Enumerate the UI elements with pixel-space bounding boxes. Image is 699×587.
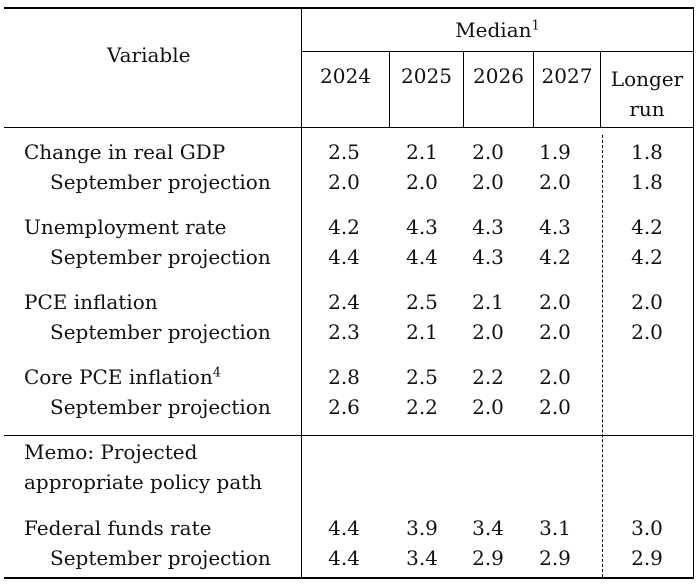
table-cell: 4.2 <box>631 245 663 269</box>
table-cell: 2.5 <box>328 140 360 164</box>
table-cell: 1.9 <box>539 140 571 164</box>
table-cell: 1.8 <box>631 140 663 164</box>
row-label: September projection <box>50 320 271 344</box>
table-cell: 2.0 <box>472 170 504 194</box>
table-cell: 2.2 <box>472 365 504 389</box>
median-underline <box>301 51 694 52</box>
table-cell: 3.4 <box>472 516 504 540</box>
table-cell: 2.5 <box>406 365 438 389</box>
row-label: PCE inflation <box>24 290 158 314</box>
right-border <box>693 7 694 579</box>
table-cell: 2.0 <box>539 365 571 389</box>
row-label-text: September projection <box>50 245 271 269</box>
table-cell: 2.0 <box>539 395 571 419</box>
header-divider-2026-2027 <box>533 51 534 127</box>
row-label: Unemployment rate <box>24 215 227 239</box>
table-cell: 2.0 <box>539 290 571 314</box>
row-label: Change in real GDP <box>24 140 225 164</box>
row-label: Federal funds rate <box>24 516 211 540</box>
table-cell: 4.3 <box>406 215 438 239</box>
row-label: Core PCE inflation4 <box>24 365 221 389</box>
table-cell: 2.4 <box>328 290 360 314</box>
row-label-text: September projection <box>50 320 271 344</box>
label-column-divider <box>301 7 302 579</box>
header-year-2025: 2025 <box>401 64 452 88</box>
table-cell: 2.0 <box>539 320 571 344</box>
table-cell: 2.9 <box>631 546 663 570</box>
header-variable: Variable <box>107 43 191 67</box>
header-year-2026: 2026 <box>473 64 524 88</box>
table-cell: 4.3 <box>539 215 571 239</box>
table-cell: 2.0 <box>472 140 504 164</box>
table-cell: 2.5 <box>406 290 438 314</box>
table-cell: 3.0 <box>631 516 663 540</box>
header-divider-2025-2026 <box>463 51 464 127</box>
header-longer-run-line2: run <box>629 97 665 121</box>
table-cell: 4.3 <box>472 245 504 269</box>
table-cell: 2.6 <box>328 395 360 419</box>
table-cell: 3.4 <box>406 546 438 570</box>
table-cell: 4.2 <box>539 245 571 269</box>
header-median-footnote: 1 <box>531 18 540 34</box>
header-longer-run: Longer run <box>601 64 693 124</box>
header-year-2024: 2024 <box>320 64 371 88</box>
row-label-text: Federal funds rate <box>24 516 212 540</box>
projections-table: Variable Median1 2024 2025 2026 2027 Lon… <box>4 7 694 579</box>
header-divider-2024-2025 <box>389 51 390 127</box>
row-label-text: September projection <box>50 546 271 570</box>
table-cell: 3.9 <box>406 516 438 540</box>
table-cell: 2.0 <box>631 320 663 344</box>
table-cell: 3.1 <box>539 516 571 540</box>
memo-label-line2: appropriate policy path <box>24 470 263 494</box>
longer-run-dashed-divider <box>602 135 603 577</box>
top-rule <box>4 7 694 9</box>
header-rule <box>4 127 694 128</box>
table-cell: 2.3 <box>328 320 360 344</box>
row-label: September projection <box>50 546 271 570</box>
table-cell: 2.1 <box>406 320 438 344</box>
table-cell: 4.4 <box>328 245 360 269</box>
table-cell: 2.0 <box>472 320 504 344</box>
table-cell: 2.8 <box>328 365 360 389</box>
table-cell: 2.0 <box>406 170 438 194</box>
row-label-text: September projection <box>50 170 271 194</box>
row-label-text: September projection <box>50 395 271 419</box>
table-cell: 4.4 <box>406 245 438 269</box>
memo-label-line1: Memo: Projected <box>24 440 198 464</box>
row-label-text: Core PCE inflation <box>24 365 213 389</box>
table-cell: 2.0 <box>539 170 571 194</box>
row-label-footnote: 4 <box>212 365 221 381</box>
table-cell: 1.8 <box>631 170 663 194</box>
bottom-rule <box>4 577 694 579</box>
table-cell: 4.2 <box>631 215 663 239</box>
header-divider-2027-longer <box>600 51 601 127</box>
table-cell: 4.4 <box>328 516 360 540</box>
memo-rule <box>4 435 694 436</box>
header-year-2027: 2027 <box>541 64 593 88</box>
table-cell: 4.3 <box>472 215 504 239</box>
row-label: September projection <box>50 245 271 269</box>
header-median: Median1 <box>301 18 694 42</box>
table-cell: 2.9 <box>472 546 504 570</box>
row-label: September projection <box>50 170 271 194</box>
row-label-text: Unemployment rate <box>24 215 227 239</box>
table-cell: 2.1 <box>406 140 438 164</box>
row-label-text: Change in real GDP <box>24 140 226 164</box>
table-cell: 2.0 <box>328 170 360 194</box>
table-cell: 2.1 <box>472 290 504 314</box>
table-cell: 4.4 <box>328 546 360 570</box>
table-cell: 2.0 <box>631 290 663 314</box>
table-cell: 4.2 <box>328 215 360 239</box>
table-cell: 2.2 <box>406 395 438 419</box>
row-label-text: PCE inflation <box>24 290 158 314</box>
table-cell: 2.0 <box>472 395 504 419</box>
header-median-text: Median <box>455 18 532 42</box>
table-cell: 2.9 <box>539 546 571 570</box>
row-label: September projection <box>50 395 271 419</box>
header-longer-run-line1: Longer <box>610 67 684 91</box>
